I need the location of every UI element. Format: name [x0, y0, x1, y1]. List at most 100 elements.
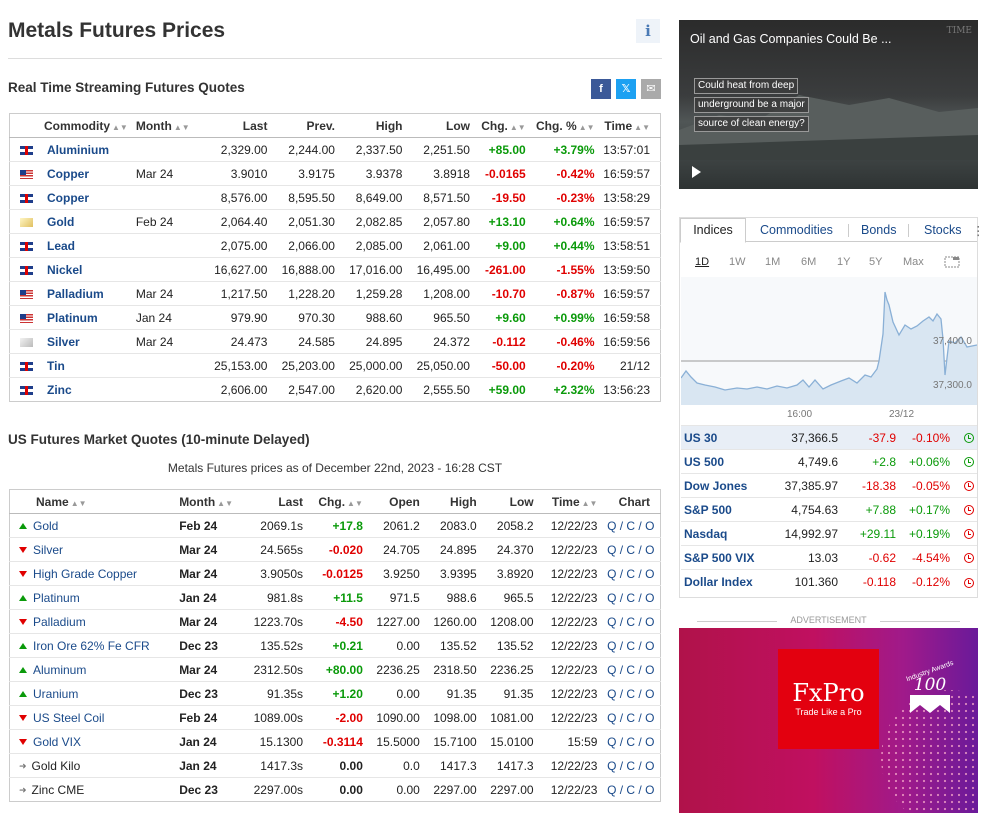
col-chg-pct[interactable]: Chg. % ▲▼ [529, 113, 599, 138]
futures-link[interactable]: Platinum [33, 590, 80, 605]
cell-prev: 24.585 [271, 329, 339, 354]
col-prev: Prev. [271, 113, 339, 138]
index-row[interactable]: S&P 500 VIX 13.03 -0.62 -4.54% [681, 545, 977, 570]
cell-time: 12/22/23 [537, 561, 602, 586]
commodity-link[interactable]: Aluminium [47, 142, 109, 157]
info-icon[interactable]: i [636, 19, 660, 43]
index-row[interactable]: Dollar Index 101.360 -0.118 -0.12% [681, 569, 977, 594]
cell-last: 8,576.00 [201, 185, 272, 210]
index-name[interactable]: US 500 [681, 449, 763, 474]
index-row[interactable]: US 30 37,366.5 -37.9 -0.10% [681, 425, 977, 450]
range-1d[interactable]: 1D [695, 256, 710, 268]
cell-low: 25,050.00 [406, 353, 474, 378]
chart-links[interactable]: Q / C / O [601, 513, 661, 538]
futures-link[interactable]: Gold VIX [33, 734, 82, 749]
futures-link[interactable]: Uranium [33, 686, 79, 701]
index-chg-pct: -0.05% [899, 473, 953, 498]
col-chg[interactable]: Chg. ▲▼ [473, 113, 530, 138]
range-1w[interactable]: 1W [729, 256, 746, 268]
range-1m[interactable]: 1M [765, 256, 781, 268]
chart-links[interactable]: Q / C / O [601, 657, 661, 682]
futures-link[interactable]: Gold Kilo [31, 758, 81, 773]
range-max[interactable]: Max [903, 256, 924, 268]
cell-high: 2,085.00 [338, 233, 407, 258]
tab-commodities[interactable]: Commodities [760, 223, 833, 237]
col-time[interactable]: Time ▲▼ [537, 489, 602, 514]
commodity-link[interactable]: Gold [47, 214, 75, 229]
futures-link[interactable]: Palladium [33, 614, 86, 629]
chart-links[interactable]: Q / C / O [601, 609, 661, 634]
col-month[interactable]: Month ▲▼ [175, 489, 244, 514]
cell-high: 2,620.00 [338, 377, 407, 402]
index-name[interactable]: Nasdaq [681, 521, 763, 546]
table-row: Zinc 2,606.00 2,547.00 2,620.00 2,555.50 +59.… [9, 377, 661, 402]
chart-links[interactable]: Q / C / O [601, 753, 661, 778]
range-6m[interactable]: 6M [801, 256, 817, 268]
index-last: 13.03 [763, 545, 841, 570]
range-5y[interactable]: 5Y [869, 256, 883, 268]
clock-icon [964, 481, 974, 492]
index-row[interactable]: Nasdaq 14,992.97 +29.11 +0.19% [681, 521, 977, 546]
futures-link[interactable]: Zinc CME [31, 782, 85, 797]
col-commodity[interactable]: Commodity ▲▼ [9, 113, 132, 138]
cell-chgp: +0.64% [529, 209, 599, 234]
commodity-link[interactable]: Zinc [47, 382, 72, 397]
video-player[interactable]: Oil and Gas Companies Could Be ... TIME … [679, 20, 978, 189]
futures-link[interactable]: US Steel Coil [33, 710, 105, 725]
futures-link[interactable]: Silver [33, 542, 64, 557]
index-chg: -0.118 [841, 569, 899, 594]
x-share-icon[interactable]: 𝕏 [616, 79, 636, 99]
chart-links[interactable]: Q / C / O [601, 585, 661, 610]
commodity-cell: Lead [9, 233, 132, 258]
index-name[interactable]: Dow Jones [681, 473, 763, 498]
index-name[interactable]: S&P 500 [681, 497, 763, 522]
chart-links[interactable]: Q / C / O [601, 681, 661, 706]
chart-links[interactable]: Q / C / O [601, 537, 661, 562]
col-name[interactable]: Name ▲▼ [9, 489, 176, 514]
futures-link[interactable]: High Grade Copper [33, 566, 138, 581]
chart-links[interactable]: Q / C / O [601, 633, 661, 658]
video-title[interactable]: Oil and Gas Companies Could Be ... [690, 32, 892, 46]
facebook-share-icon[interactable]: f [591, 79, 611, 99]
index-row[interactable]: S&P 500 4,754.63 +7.88 +0.17% [681, 497, 977, 522]
commodity-link[interactable]: Platinum [47, 310, 98, 325]
chart-links[interactable]: Q / C / O [601, 729, 661, 754]
more-icon[interactable]: ⋮ [972, 224, 985, 238]
cell-chg: +59.00 [473, 377, 530, 402]
col-chg[interactable]: Chg. ▲▼ [307, 489, 367, 514]
commodity-link[interactable]: Nickel [47, 262, 83, 277]
index-row[interactable]: US 500 4,749.6 +2.8 +0.06% [681, 449, 977, 474]
commodity-link[interactable]: Copper [47, 190, 89, 205]
cell-month: Feb 24 [175, 705, 244, 730]
name-cell: Silver [9, 537, 176, 562]
chart-links[interactable]: Q / C / O [601, 705, 661, 730]
ad-banner[interactable]: FxPro Trade Like a Pro Industry Awards 1… [679, 628, 978, 813]
index-name[interactable]: US 30 [681, 425, 763, 450]
commodity-link[interactable]: Copper [47, 166, 89, 181]
cell-last: 2,329.00 [201, 137, 272, 162]
chart-links[interactable]: Q / C / O [601, 561, 661, 586]
col-time[interactable]: Time ▲▼ [598, 113, 661, 138]
index-row[interactable]: Dow Jones 37,385.97 -18.38 -0.05% [681, 473, 977, 498]
futures-link[interactable]: Gold [33, 518, 59, 533]
chart-links[interactable]: Q / C / O [601, 777, 661, 802]
tab-stocks[interactable]: Stocks [924, 223, 962, 237]
tab-indices[interactable]: Indices [680, 218, 746, 243]
col-month[interactable]: Month ▲▼ [131, 113, 202, 138]
commodity-link[interactable]: Lead [47, 238, 76, 253]
cell-open: 0.00 [366, 633, 424, 658]
commodity-link[interactable]: Palladium [47, 286, 104, 301]
fxpro-logo-box[interactable]: FxPro Trade Like a Pro [778, 649, 879, 749]
tab-bonds[interactable]: Bonds [861, 223, 897, 237]
futures-link[interactable]: Iron Ore 62% Fe CFR [33, 638, 150, 653]
email-share-icon[interactable]: ✉ [641, 79, 661, 99]
cell-month: Mar 24 [175, 537, 244, 562]
play-icon[interactable] [692, 166, 701, 178]
commodity-link[interactable]: Silver [47, 334, 80, 349]
index-name[interactable]: Dollar Index [681, 569, 763, 594]
index-name[interactable]: S&P 500 VIX [681, 545, 763, 570]
commodity-link[interactable]: Tin [47, 358, 65, 373]
range-1y[interactable]: 1Y [837, 256, 851, 268]
futures-link[interactable]: Aluminum [33, 662, 87, 677]
chart-type-icon[interactable] [944, 255, 960, 269]
